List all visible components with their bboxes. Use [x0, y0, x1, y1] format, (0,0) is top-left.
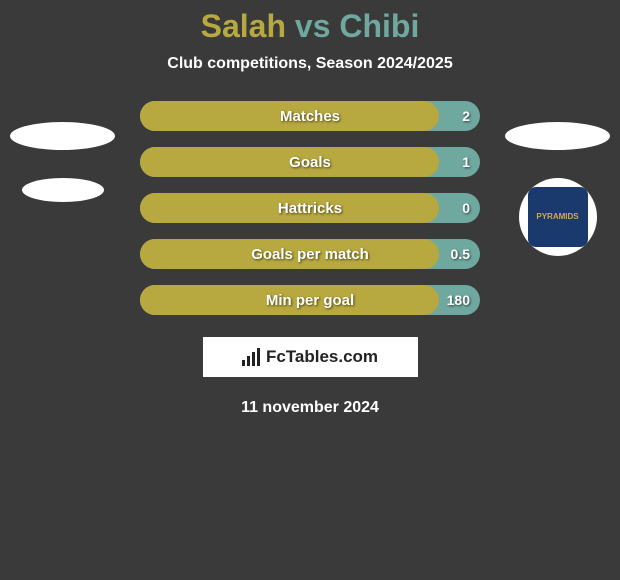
- stat-row-goals: Goals 1: [140, 147, 480, 177]
- brand-bars-icon: [242, 348, 260, 366]
- brand-box: FcTables.com: [203, 337, 418, 377]
- player1-name: Salah: [201, 8, 286, 44]
- stat-right-value: 180: [447, 292, 470, 308]
- stat-label: Matches: [140, 108, 480, 125]
- stat-row-mpg: Min per goal 180: [140, 285, 480, 315]
- subtitle: Club competitions, Season 2024/2025: [0, 55, 620, 73]
- stat-right-value: 1: [462, 154, 470, 170]
- stat-right-value: 0.5: [451, 246, 470, 262]
- stat-right-value: 2: [462, 108, 470, 124]
- stat-row-hattricks: Hattricks 0: [140, 193, 480, 223]
- stat-right-value: 0: [462, 200, 470, 216]
- brand-text: FcTables.com: [266, 347, 378, 367]
- stat-row-gpm: Goals per match 0.5: [140, 239, 480, 269]
- date-text: 11 november 2024: [0, 399, 620, 417]
- vs-text: vs: [295, 8, 331, 44]
- stats-area: Matches 2 Goals 1 Hattricks 0 Goals per …: [0, 101, 620, 315]
- stat-row-matches: Matches 2: [140, 101, 480, 131]
- stat-label: Hattricks: [140, 200, 480, 217]
- stat-label: Goals: [140, 154, 480, 171]
- stat-label: Goals per match: [140, 246, 480, 263]
- stat-label: Min per goal: [140, 292, 480, 309]
- page-title: Salah vs Chibi: [0, 0, 620, 45]
- player2-name: Chibi: [339, 8, 419, 44]
